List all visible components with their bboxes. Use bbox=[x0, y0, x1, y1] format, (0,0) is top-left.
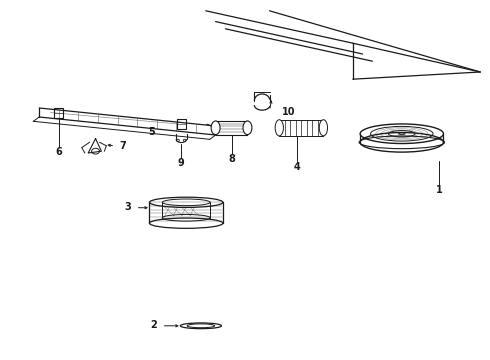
Bar bbox=[177, 119, 186, 129]
Text: 9: 9 bbox=[178, 158, 185, 168]
Ellipse shape bbox=[275, 120, 283, 136]
Text: 7: 7 bbox=[119, 141, 126, 151]
Ellipse shape bbox=[211, 121, 220, 135]
Text: 8: 8 bbox=[228, 154, 235, 164]
Text: 5: 5 bbox=[148, 127, 155, 137]
Ellipse shape bbox=[243, 121, 252, 135]
Bar bbox=[54, 108, 63, 118]
Text: 1: 1 bbox=[436, 185, 442, 195]
Ellipse shape bbox=[319, 120, 327, 136]
Text: 4: 4 bbox=[294, 162, 300, 171]
Text: 10: 10 bbox=[282, 107, 296, 117]
Text: 2: 2 bbox=[150, 320, 157, 330]
Text: 3: 3 bbox=[124, 202, 131, 212]
Bar bbox=[216, 121, 247, 135]
Text: 6: 6 bbox=[55, 148, 62, 157]
